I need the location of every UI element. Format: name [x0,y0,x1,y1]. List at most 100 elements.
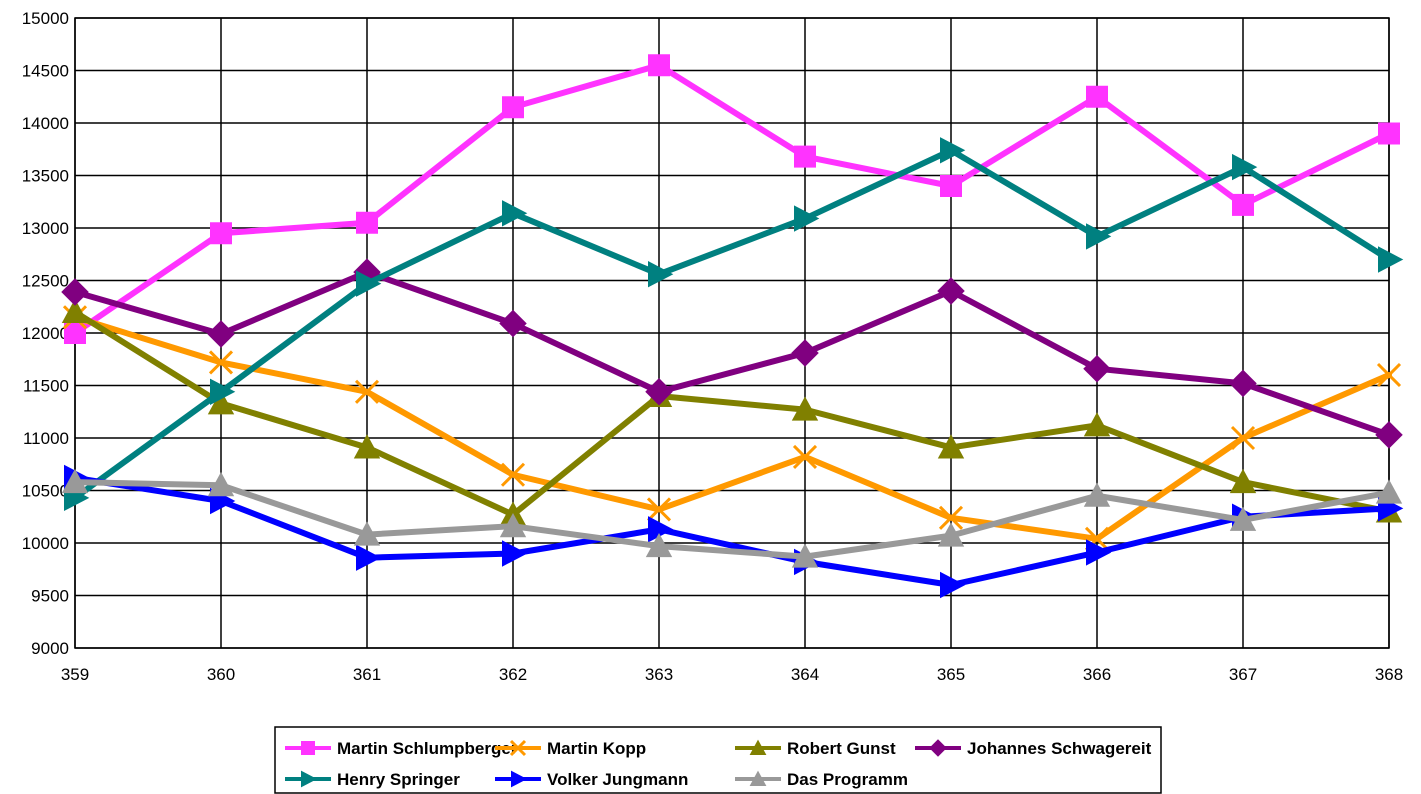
y-tick-label: 13000 [22,219,69,238]
data-point [353,434,381,459]
data-point [938,505,964,530]
marker-stroke [1376,362,1402,388]
y-tick-label: 11500 [23,377,69,396]
legend-box [274,726,1162,794]
data-point [1229,369,1257,398]
data-point [937,522,965,547]
data-point [207,390,235,415]
x-tick-label: 361 [353,665,381,684]
data-point [791,339,819,367]
data-point [646,497,672,522]
marker-stroke [938,505,964,530]
data-point [502,200,528,227]
data-point [207,472,235,497]
data-point [1086,85,1108,108]
data-point [791,543,819,568]
legend-swatch-marker [301,741,315,755]
legend-item: Robert Gunst [735,739,896,758]
legend-item: Johannes Schwagereit [915,739,1152,758]
y-tick-label: 9500 [31,587,69,606]
data-point [210,378,236,405]
data-point [937,277,965,305]
y-tick-label: 13500 [22,167,69,186]
data-point [1083,354,1111,383]
legend-item: Martin Kopp [495,739,646,758]
legend-swatch-marker [509,739,527,757]
marker-stroke [1230,425,1256,451]
data-point [500,462,526,487]
data-point [61,278,89,306]
y-tick-label: 11000 [23,429,69,448]
y-tick-label: 15000 [22,9,69,28]
series-6 [61,468,1403,568]
data-point [648,261,674,288]
data-point [648,54,670,77]
marker-stroke [500,462,526,487]
legend-item: Das Programm [735,770,908,789]
data-point [502,540,528,567]
data-point [1232,193,1254,216]
data-point [210,222,232,245]
series-group [61,54,1404,599]
data-point [356,270,382,297]
data-point [794,205,820,232]
data-point [940,175,962,197]
marker-stroke [646,497,672,522]
data-point [937,434,965,459]
marker-stroke [509,739,527,757]
data-point [1083,482,1111,507]
data-point [1086,539,1112,566]
data-point [940,571,966,599]
data-point [499,513,527,538]
legend-item: Martin Schlumpberger [285,739,518,758]
data-point [1375,421,1403,449]
data-point [1229,506,1257,531]
series-0 [64,54,1400,344]
data-point [1232,153,1258,181]
series-3 [61,258,1403,449]
x-tick-label: 363 [645,665,673,684]
legend-item: Volker Jungmann [495,770,688,789]
data-point [502,96,524,119]
x-tick-label: 359 [61,665,89,684]
legend-label: Volker Jungmann [547,770,688,789]
data-point [1086,223,1112,250]
legend-label: Henry Springer [337,770,460,789]
legend: Martin Schlumpberger Martin Kopp Robert Gu… [274,726,1162,794]
x-tick-label: 362 [499,665,527,684]
data-point [1376,362,1402,388]
data-point [1375,479,1403,504]
series-line [72,62,1392,336]
data-point [61,298,89,323]
legend-label: Martin Kopp [547,739,646,758]
data-point [207,320,235,348]
data-point [1378,246,1404,273]
series-line [72,479,1392,560]
data-point [648,516,674,543]
data-point [791,396,819,421]
data-point [940,137,966,164]
data-point [1083,412,1111,437]
data-point [61,468,89,494]
data-point [1378,122,1400,145]
series-line [72,269,1392,438]
data-point [1230,425,1256,451]
x-tick-label: 367 [1229,665,1257,684]
series-1 [62,305,1402,551]
marker-stroke [354,379,380,404]
legend-swatch-marker [749,739,767,755]
data-point [645,532,673,558]
x-tick-label: 360 [207,665,235,684]
legend-swatch-marker [929,739,947,757]
legend-label: Johannes Schwagereit [967,739,1152,758]
y-tick-label: 14500 [22,62,69,81]
x-tick-label: 366 [1083,665,1111,684]
legend-label: Das Programm [787,770,908,789]
x-tick-label: 365 [937,665,965,684]
legend-swatch-marker [511,770,528,788]
legend-item: Henry Springer [285,770,460,789]
series-line [72,147,1392,501]
series-line [72,474,1392,588]
